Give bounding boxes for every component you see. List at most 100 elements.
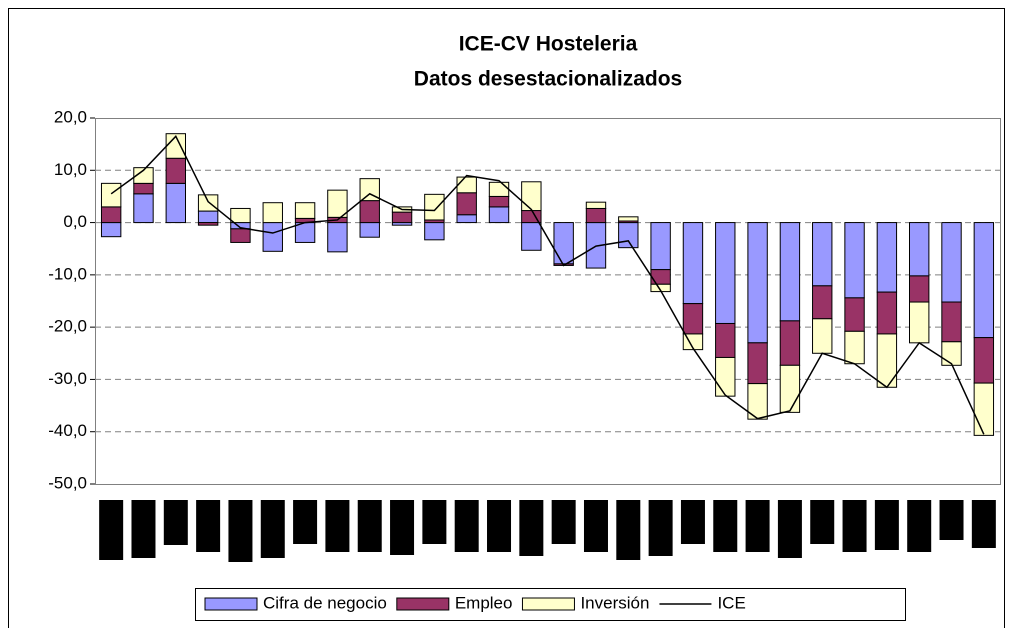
bar: [359, 200, 380, 224]
y-tick-label: -30,0: [48, 369, 87, 388]
x-label-block: [99, 500, 124, 560]
bar: [973, 222, 995, 339]
bar: [715, 322, 736, 358]
chart-subtitle: Datos desestacionalizados: [414, 68, 682, 91]
x-label-block: [487, 500, 512, 552]
bar: [100, 206, 122, 224]
x-label-block: [745, 500, 770, 552]
y-tick-label: -40,0: [48, 421, 87, 440]
x-label-block: [777, 500, 802, 558]
y-tick-label: 10,0: [54, 160, 87, 179]
bar: [165, 182, 187, 224]
bar: [747, 222, 768, 344]
y-tick-label: -10,0: [48, 264, 87, 283]
x-label-block: [907, 500, 932, 552]
chart-title: ICE-CV Hosteleria: [459, 33, 638, 56]
bar: [779, 320, 801, 366]
bar: [327, 222, 348, 253]
bar: [133, 193, 154, 224]
bar: [262, 202, 283, 224]
bar: [715, 356, 736, 397]
bar: [424, 222, 445, 241]
bar: [812, 222, 833, 287]
bar: [327, 189, 348, 218]
x-label-block: [131, 500, 156, 558]
x-label-block: [390, 500, 415, 555]
bar: [391, 211, 413, 224]
x-label-block: [519, 500, 544, 556]
bar: [230, 228, 251, 243]
bar: [262, 222, 283, 252]
x-label-block: [228, 500, 253, 562]
legend-swatch: [204, 597, 258, 611]
bar: [844, 330, 865, 365]
legend-label: Inversión: [580, 593, 649, 612]
bar: [424, 193, 445, 221]
legend-swatch: [396, 597, 450, 611]
x-label-block: [971, 500, 996, 548]
bar: [909, 275, 930, 303]
line: [110, 135, 985, 435]
bar: [100, 222, 122, 238]
legend-label: ICE: [717, 593, 745, 612]
bar: [133, 182, 154, 195]
legend-swatch: [521, 597, 575, 611]
bar: [456, 176, 477, 194]
bar: [747, 342, 768, 385]
bar: [488, 181, 510, 197]
bar: [521, 181, 542, 212]
x-label-block: [196, 500, 221, 552]
bar: [682, 222, 704, 305]
bar: [197, 210, 219, 224]
legend-label: Empleo: [455, 593, 513, 612]
bar: [618, 222, 639, 249]
x-label-block: [454, 500, 479, 552]
bar: [618, 216, 639, 222]
bar: [876, 333, 898, 388]
x-label-block: [293, 500, 318, 544]
bar: [488, 195, 510, 208]
bar: [553, 222, 574, 265]
y-tick-label: 20,0: [54, 107, 87, 126]
x-label-block: [648, 500, 673, 556]
bar: [100, 182, 122, 208]
bar: [909, 301, 930, 344]
bar: [650, 222, 671, 271]
bar: [779, 364, 801, 413]
bar: [844, 222, 865, 299]
x-label-block: [551, 500, 576, 544]
bar: [682, 303, 704, 335]
bar: [779, 222, 801, 322]
x-label-block: [357, 500, 382, 552]
y-tick-label: -50,0: [48, 473, 87, 492]
bar: [973, 337, 995, 384]
bar: [973, 382, 995, 436]
bar: [876, 222, 898, 293]
bar: [456, 192, 477, 216]
bar: [197, 222, 219, 226]
bar: [294, 202, 316, 219]
x-label-block: [260, 500, 285, 558]
bar: [359, 178, 380, 202]
bar: [715, 222, 736, 324]
x-label-block: [325, 500, 350, 552]
x-label-block: [680, 500, 705, 544]
x-label-block: [842, 500, 867, 552]
bar: [488, 206, 510, 224]
bar: [230, 207, 251, 224]
x-label-block: [422, 500, 447, 544]
x-label-block: [713, 500, 738, 552]
x-label-block: [583, 500, 608, 552]
bar: [456, 214, 477, 224]
bar: [585, 201, 607, 209]
bar: [197, 194, 219, 212]
bar: [941, 341, 962, 366]
bar: [521, 222, 542, 251]
bar: [812, 318, 833, 354]
x-label-block: [810, 500, 835, 544]
bar: [133, 167, 154, 184]
bar: [650, 269, 671, 285]
x-label-block: [874, 500, 899, 550]
bar: [165, 157, 187, 184]
